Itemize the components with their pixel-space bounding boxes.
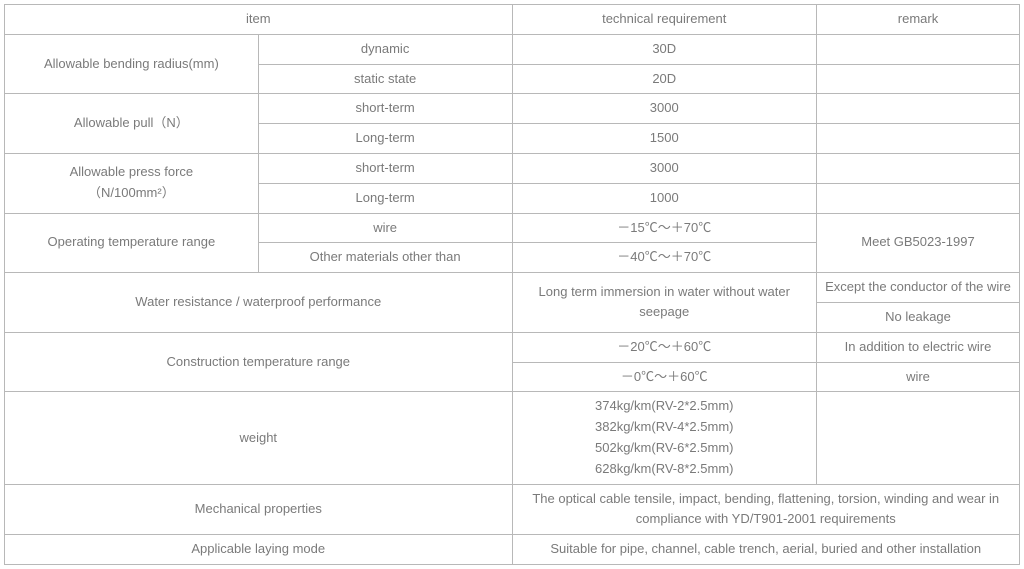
table-row: weight 374kg/km(RV-2*2.5mm) 382kg/km(RV-… xyxy=(5,392,1020,484)
mech-label: Mechanical properties xyxy=(5,484,513,535)
header-remark: remark xyxy=(817,5,1020,35)
spec-table: item technical requirement remark Allowa… xyxy=(4,4,1020,565)
table-row: Mechanical properties The optical cable … xyxy=(5,484,1020,535)
table-row: Water resistance / waterproof performanc… xyxy=(5,273,1020,303)
consttemp-label: Construction temperature range xyxy=(5,332,513,392)
press-short: short-term xyxy=(258,153,512,183)
laying-val: Suitable for pipe, channel, cable trench… xyxy=(512,535,1020,565)
weight-label: weight xyxy=(5,392,513,484)
optemp-remark: Meet GB5023-1997 xyxy=(817,213,1020,273)
table-row: Allowable pull（N） short-term 3000 xyxy=(5,94,1020,124)
table-row: Applicable laying mode Suitable for pipe… xyxy=(5,535,1020,565)
pull-remark2 xyxy=(817,124,1020,154)
bending-dynamic-val: 30D xyxy=(512,34,817,64)
pull-remark xyxy=(817,94,1020,124)
weight-remark xyxy=(817,392,1020,484)
press-long: Long-term xyxy=(258,183,512,213)
weight-val: 374kg/km(RV-2*2.5mm) 382kg/km(RV-4*2.5mm… xyxy=(512,392,817,484)
optemp-wire: wire xyxy=(258,213,512,243)
bending-static: static state xyxy=(258,64,512,94)
header-tech: technical requirement xyxy=(512,5,817,35)
optemp-wire-val: －15℃～＋70℃ xyxy=(512,213,817,243)
bending-remark2 xyxy=(817,64,1020,94)
table-row: item technical requirement remark xyxy=(5,5,1020,35)
table-row: Allowable press force （N/100mm²） short-t… xyxy=(5,153,1020,183)
pull-long-val: 1500 xyxy=(512,124,817,154)
water-remark1: Except the conductor of the wire xyxy=(817,273,1020,303)
water-label: Water resistance / waterproof performanc… xyxy=(5,273,513,333)
optemp-other: Other materials other than xyxy=(258,243,512,273)
pull-long: Long-term xyxy=(258,124,512,154)
optemp-other-val: －40℃～＋70℃ xyxy=(512,243,817,273)
press-short-val: 3000 xyxy=(512,153,817,183)
press-remark2 xyxy=(817,183,1020,213)
bending-static-val: 20D xyxy=(512,64,817,94)
bending-remark xyxy=(817,34,1020,64)
consttemp-val1: －20℃～＋60℃ xyxy=(512,332,817,362)
press-label: Allowable press force （N/100mm²） xyxy=(5,153,259,213)
pull-short-val: 3000 xyxy=(512,94,817,124)
press-remark xyxy=(817,153,1020,183)
press-long-val: 1000 xyxy=(512,183,817,213)
table-row: Construction temperature range －20℃～＋60℃… xyxy=(5,332,1020,362)
pull-label: Allowable pull（N） xyxy=(5,94,259,154)
header-item: item xyxy=(5,5,513,35)
laying-label: Applicable laying mode xyxy=(5,535,513,565)
pull-short: short-term xyxy=(258,94,512,124)
water-val: Long term immersion in water without wat… xyxy=(512,273,817,333)
table-row: Operating temperature range wire －15℃～＋7… xyxy=(5,213,1020,243)
consttemp-remark1: In addition to electric wire xyxy=(817,332,1020,362)
consttemp-val2: －0℃～＋60℃ xyxy=(512,362,817,392)
water-remark2: No leakage xyxy=(817,302,1020,332)
consttemp-remark2: wire xyxy=(817,362,1020,392)
table-row: Allowable bending radius(mm) dynamic 30D xyxy=(5,34,1020,64)
bending-dynamic: dynamic xyxy=(258,34,512,64)
optemp-label: Operating temperature range xyxy=(5,213,259,273)
mech-val: The optical cable tensile, impact, bendi… xyxy=(512,484,1020,535)
bending-label: Allowable bending radius(mm) xyxy=(5,34,259,94)
